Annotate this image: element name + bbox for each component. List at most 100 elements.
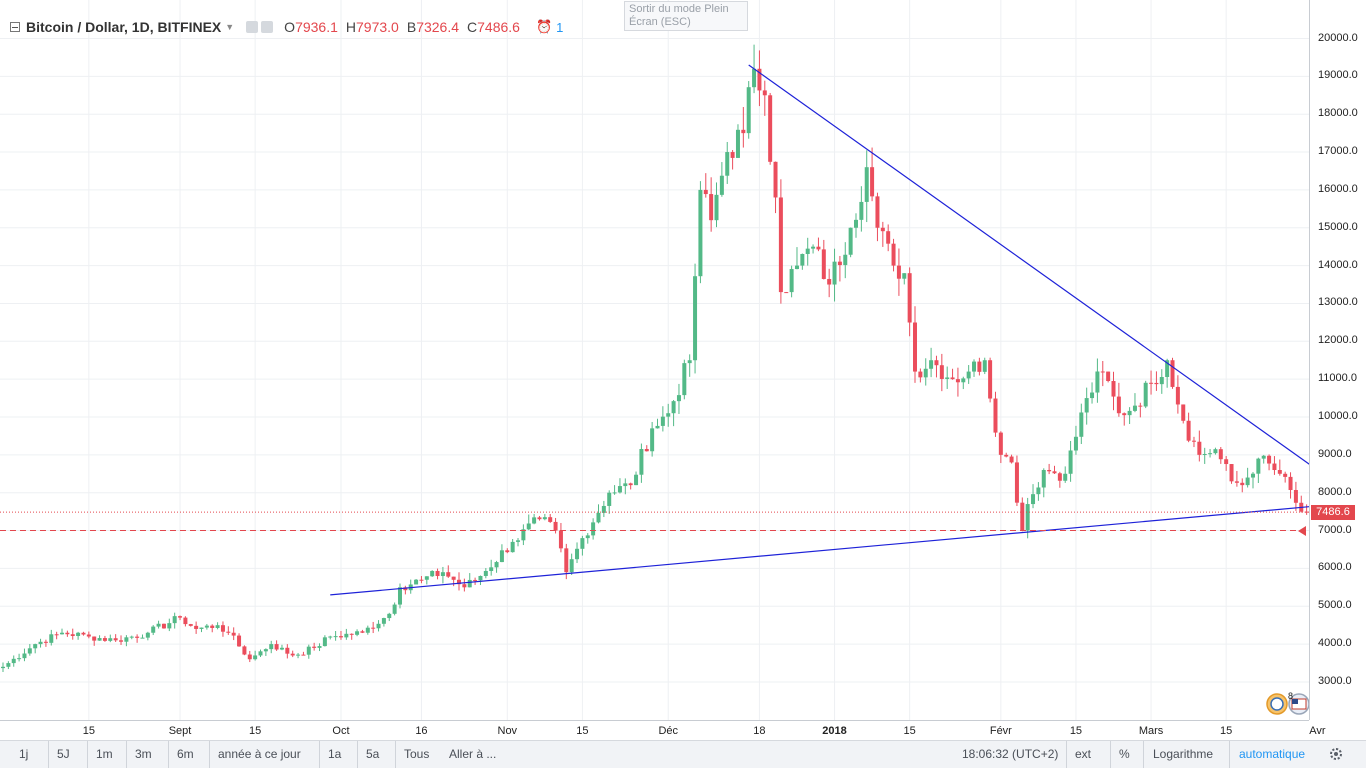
candle-body [591, 522, 596, 536]
time-axis[interactable]: 15 Sept 15 Oct 16 Nov 15 Déc 18 2018 15 Févr 15 Mars 1… [0, 720, 1326, 740]
candle-body [1068, 450, 1073, 474]
chart-area[interactable]: Bitcoin / Dollar, 1D, BITFINEX ▼ O 7936.… [0, 0, 1309, 720]
price-chart[interactable] [0, 0, 1309, 720]
chart-legend: Bitcoin / Dollar, 1D, BITFINEX ▼ O 7936.… [10, 16, 563, 38]
range-button-6[interactable]: année à ce jour [209, 741, 301, 768]
candle-body [880, 227, 885, 232]
range-button-4[interactable]: 3m [126, 741, 152, 768]
candle-body [317, 646, 322, 648]
collapse-legend-icon[interactable] [10, 22, 20, 32]
candle-body [1267, 455, 1272, 464]
price-axis[interactable]: 20000.0 19000.0 18000.0 17000.0 16000.0 15000… [1309, 0, 1366, 720]
goto-date-button[interactable]: Aller à ... [449, 747, 497, 761]
event-badges[interactable]: 8 [1265, 690, 1309, 716]
settings-icon[interactable] [261, 21, 274, 33]
candle-body [1159, 377, 1164, 385]
candle-body [1020, 502, 1025, 531]
range-button-1[interactable]: 1j [19, 747, 29, 761]
alert-count[interactable]: 1 [556, 19, 564, 35]
gear-icon[interactable] [1328, 746, 1344, 762]
candle-body [333, 636, 338, 638]
range-button-8[interactable]: 5a [357, 741, 379, 768]
candle-body [1149, 382, 1154, 384]
candle-body [414, 579, 419, 585]
candle-body [119, 640, 124, 642]
candle-body [617, 486, 622, 493]
candle-body [1111, 381, 1116, 397]
candle-body [778, 197, 783, 293]
alert-marker-icon[interactable] [1298, 525, 1306, 536]
eye-icon[interactable] [246, 21, 259, 33]
candle-body [805, 248, 810, 254]
event-badge-icon[interactable] [1266, 693, 1288, 715]
range-button-7[interactable]: 1a [319, 741, 341, 768]
candle-body [902, 273, 907, 279]
candle-body [188, 624, 193, 626]
alarm-clock-icon[interactable]: ⏰ [535, 19, 553, 34]
price-tick-label: 16000.0 [1318, 182, 1358, 195]
bottom-toolbar: 1j 5J 1m 3m 6m année à ce jour 1a 5a Tous Aller … [0, 740, 1366, 768]
candle-body [145, 632, 150, 638]
candle-body [33, 644, 38, 649]
candle-body [580, 538, 585, 549]
candle-body [344, 633, 349, 638]
candle-body [639, 449, 644, 475]
range-button-3[interactable]: 1m [87, 741, 113, 768]
candle-body [988, 360, 993, 399]
candle-body [478, 575, 483, 581]
candle-body [998, 432, 1003, 455]
candle-body [279, 647, 284, 650]
candle-body [875, 196, 880, 228]
high-label: H [345, 19, 357, 35]
candle-body [403, 587, 408, 591]
range-button-9[interactable]: Tous [395, 741, 429, 768]
symbol-title[interactable]: Bitcoin / Dollar, 1D, BITFINEX [26, 19, 222, 35]
time-tick-label: 2018 [822, 725, 847, 737]
candle-body [1175, 386, 1180, 405]
range-button-5[interactable]: 6m [168, 741, 194, 768]
candle-body [328, 636, 333, 638]
price-tick-label: 18000.0 [1318, 107, 1358, 120]
log-scale-toggle[interactable]: Logarithme [1143, 741, 1213, 768]
candle-body [312, 646, 317, 648]
candle-body [1, 666, 5, 669]
candle-body [483, 570, 488, 576]
trendline-support [330, 506, 1309, 596]
candle-body [693, 276, 698, 361]
candle-body [1261, 455, 1266, 459]
candle-body [655, 425, 660, 429]
candle-body [1057, 473, 1062, 481]
badge-count: 8 [1288, 691, 1293, 701]
candle-body [387, 613, 392, 619]
chevron-down-icon[interactable]: ▼ [225, 22, 235, 32]
candle-body [1014, 462, 1019, 503]
candle-body [800, 253, 805, 266]
candle-body [1218, 449, 1223, 460]
candle-body [1090, 392, 1095, 399]
candle-body [1138, 405, 1143, 407]
auto-scale-toggle[interactable]: automatique [1229, 741, 1305, 768]
range-button-2[interactable]: 5J [48, 741, 70, 768]
candle-body [124, 637, 129, 642]
candle-body [178, 616, 183, 618]
candle-body [709, 194, 714, 221]
percent-scale-toggle[interactable]: % [1110, 741, 1130, 768]
price-tick-label: 20000.0 [1318, 31, 1358, 44]
candle-body [714, 194, 719, 221]
candle-body [247, 654, 252, 660]
candle-body [473, 579, 478, 581]
candle-body [242, 646, 247, 655]
candle-body [923, 368, 928, 378]
time-tick-label: Déc [658, 725, 678, 737]
candle-body [253, 655, 258, 660]
candle-body [1025, 504, 1030, 531]
candle-body [269, 644, 274, 650]
extended-hours-toggle[interactable]: ext [1066, 741, 1091, 768]
flag-badge-icon[interactable] [1288, 693, 1309, 715]
time-tick-label: 16 [415, 725, 428, 737]
candle-body [698, 189, 703, 277]
candle-body [17, 658, 22, 660]
candle-body [1229, 464, 1234, 482]
candle-body [950, 377, 955, 380]
candle-body [843, 254, 848, 266]
